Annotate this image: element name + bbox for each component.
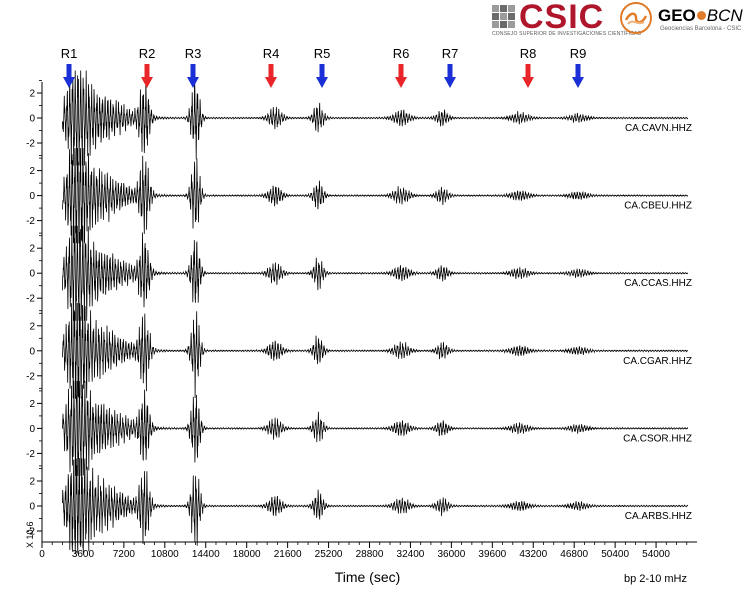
- trace-station-label: CA.CAVN.HHZ: [625, 123, 692, 134]
- y-tick-label: -2: [26, 139, 35, 150]
- x-tick-label: 7200: [113, 549, 136, 560]
- x-tick-label: 25200: [315, 549, 343, 560]
- x-tick-label: 0: [39, 549, 45, 560]
- arrival-arrow-icon: [522, 64, 534, 88]
- arrival-label: R3: [185, 46, 202, 61]
- y-tick-label: 2: [29, 321, 35, 332]
- geobcn-wordmark: GEO BCN: [658, 6, 743, 25]
- y-axis-scale-label: X 10-6: [25, 521, 35, 548]
- x-tick-label: 43200: [519, 549, 547, 560]
- y-tick-label: 0: [29, 191, 35, 202]
- csic-emblem-icon: [492, 5, 516, 29]
- arrival-label: R5: [314, 46, 331, 61]
- x-tick-label: 28800: [356, 549, 384, 560]
- arrival-label: R8: [520, 46, 537, 61]
- arrival-arrow-icon: [63, 64, 75, 88]
- y-tick-label: 0: [29, 424, 35, 435]
- arrival-arrow-icon: [141, 64, 153, 88]
- y-tick-label: -2: [26, 527, 35, 538]
- trace-line: [62, 225, 689, 321]
- x-axis-title: Time (sec): [335, 569, 401, 585]
- arrival-label: R4: [263, 46, 280, 61]
- arrival-label: R6: [393, 46, 410, 61]
- y-tick-label: -2: [26, 449, 35, 460]
- csic-wordmark: CSIC: [519, 0, 605, 36]
- arrival-label: R2: [139, 46, 156, 61]
- y-tick-label: 0: [29, 502, 35, 513]
- trace-station-label: CA.CBEU.HHZ: [624, 201, 692, 212]
- arrival-arrow-icon: [316, 64, 328, 88]
- trace-line: [62, 302, 689, 399]
- y-tick-label: 0: [29, 269, 35, 280]
- y-tick-label: 2: [29, 244, 35, 255]
- x-tick-label: 50400: [601, 549, 629, 560]
- y-tick-label: 2: [29, 89, 35, 100]
- arrival-arrow-icon: [572, 64, 584, 88]
- arrival-arrow-icon: [444, 64, 456, 88]
- arrival-arrow-icon: [265, 64, 277, 88]
- y-tick-label: 0: [29, 114, 35, 125]
- y-tick-label: -2: [26, 294, 35, 305]
- y-tick-label: 0: [29, 346, 35, 357]
- x-tick-label: 46800: [560, 549, 588, 560]
- x-tick-label: 21600: [274, 549, 302, 560]
- y-tick-label: 2: [29, 399, 35, 410]
- y-tick-label: -2: [26, 216, 35, 227]
- trace-line: [62, 380, 689, 476]
- y-tick-label: 2: [29, 477, 35, 488]
- geobcn-subtitle: Geociencias Barcelona - CSIC: [660, 26, 742, 32]
- geobcn-emblem-icon: [620, 2, 652, 34]
- arrival-arrow-icon: [395, 64, 407, 88]
- arrival-label: R7: [442, 46, 459, 61]
- trace-line: [62, 70, 689, 166]
- x-tick-label: 14400: [192, 549, 220, 560]
- y-tick-label: 2: [29, 166, 35, 177]
- filter-annotation: bp 2-10 mHz: [624, 573, 687, 585]
- trace-station-label: CA.CGAR.HHZ: [623, 356, 692, 367]
- trace-line: [62, 148, 689, 244]
- trace-station-label: CA.CSOR.HHZ: [623, 433, 692, 444]
- arrival-label: R1: [61, 46, 78, 61]
- csic-subtitle: CONSEJO SUPERIOR DE INVESTIGACIONES CIEN…: [492, 31, 642, 37]
- geobcn-logo: GEO BCN Geociencias Barcelona - CSIC: [620, 2, 750, 38]
- x-tick-label: 3600: [72, 549, 95, 560]
- x-tick-label: 32400: [397, 549, 425, 560]
- arrival-arrow-icon: [187, 64, 199, 88]
- x-tick-label: 54000: [642, 549, 670, 560]
- y-tick-label: -2: [26, 371, 35, 382]
- x-tick-label: 39600: [478, 549, 506, 560]
- csic-logo: CSIC CONSEJO SUPERIOR DE INVESTIGACIONES…: [492, 0, 641, 38]
- x-tick-label: 18000: [233, 549, 261, 560]
- trace-station-label: CA.ARBS.HHZ: [625, 511, 692, 522]
- trace-line: [62, 458, 689, 554]
- x-tick-label: 36000: [437, 549, 465, 560]
- trace-station-label: CA.CCAS.HHZ: [624, 278, 692, 289]
- arrival-label: R9: [570, 46, 587, 61]
- x-tick-label: 10800: [151, 549, 179, 560]
